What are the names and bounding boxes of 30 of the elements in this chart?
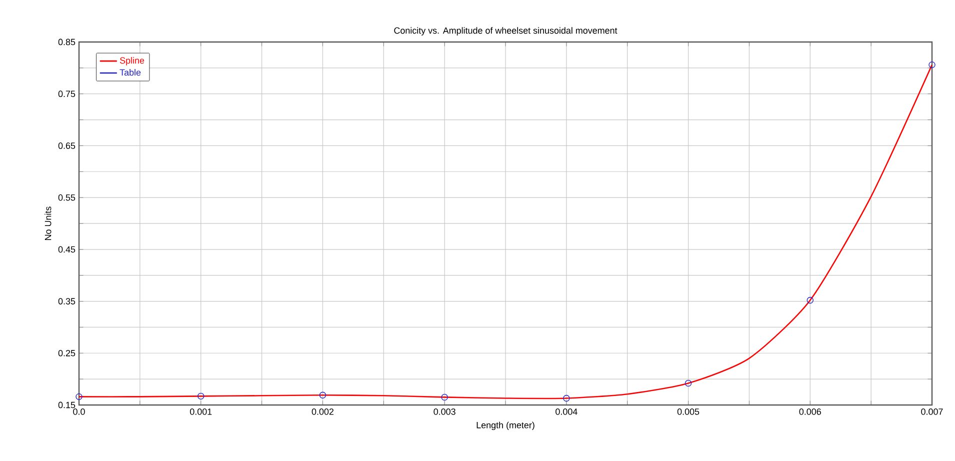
point	[806, 296, 814, 304]
x-tick-label: 0.002	[312, 408, 334, 415]
x-axis-title: Length (meter)	[476, 422, 534, 430]
y-tick-label: 0.85	[58, 38, 76, 46]
y-tick-label: 0.65	[58, 142, 76, 149]
y-tick-label: 0.55	[58, 194, 76, 201]
line-series	[79, 64, 932, 400]
x-tick-label: 0.0	[73, 408, 85, 415]
y-tick-label: 0.75	[58, 90, 76, 98]
point	[198, 392, 204, 400]
chart-title: Conicity vs. Amplitude of wheelset sinusoidal movement	[394, 27, 618, 36]
legend-label: Spline	[120, 57, 144, 66]
y-tick-label: 0.25	[58, 350, 76, 356]
y-tick-label: 0.35	[58, 298, 76, 304]
x-tick-label: 0.006	[799, 408, 821, 415]
x-tick-label: 0.005	[677, 408, 700, 415]
y-tick-label: 0.45	[58, 246, 76, 253]
y-tick-label: 0.15	[58, 402, 76, 408]
legend-label: Table	[120, 69, 141, 76]
x-tick-label: 0.007	[921, 408, 943, 415]
point	[563, 394, 570, 402]
x-tick-label: 0.003	[434, 408, 456, 415]
x-tick-label: 0.004	[556, 408, 578, 415]
y-axis-title: No Units	[44, 206, 52, 240]
point	[319, 392, 326, 398]
point	[441, 394, 448, 401]
point	[684, 380, 692, 387]
point	[76, 393, 82, 400]
point	[928, 61, 936, 68]
x-tick-label: 0.001	[190, 408, 212, 415]
